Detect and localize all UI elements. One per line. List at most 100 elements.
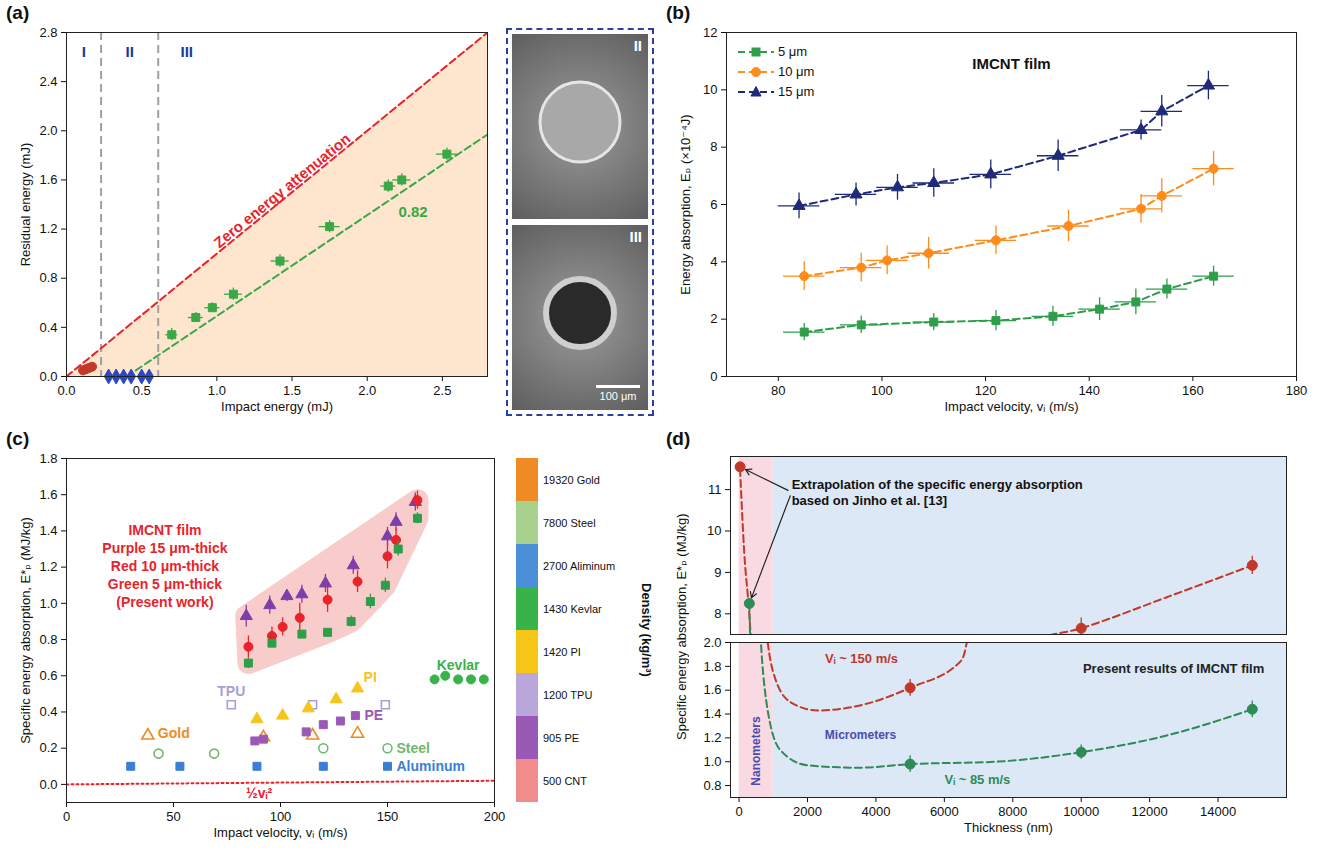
svg-text:0.8: 0.8 bbox=[703, 778, 721, 793]
svg-text:1.8: 1.8 bbox=[703, 659, 721, 674]
svg-text:1.4: 1.4 bbox=[39, 523, 57, 538]
svg-text:III: III bbox=[181, 43, 194, 60]
svg-text:2.8: 2.8 bbox=[39, 25, 57, 40]
html-text:15 μm: 15 μm bbox=[778, 84, 815, 99]
html-text:Specific energy absorption, E*: Specific energy absorption, E*ₚ (MJ/kg) bbox=[674, 513, 689, 740]
svg-text:1.6: 1.6 bbox=[39, 487, 57, 502]
svg-text:1.4: 1.4 bbox=[703, 706, 721, 721]
svg-text:PE: PE bbox=[364, 707, 383, 723]
svg-text:180: 180 bbox=[1286, 383, 1308, 398]
svg-text:1.0: 1.0 bbox=[208, 383, 226, 398]
svg-text:2: 2 bbox=[710, 311, 717, 326]
svg-text:8000: 8000 bbox=[998, 804, 1027, 819]
svg-text:Nanometers: Nanometers bbox=[749, 716, 763, 786]
svg-text:PI: PI bbox=[364, 669, 377, 685]
svg-text:0.82: 0.82 bbox=[398, 203, 427, 220]
svg-text:12: 12 bbox=[703, 25, 717, 40]
svg-text:11: 11 bbox=[708, 482, 722, 497]
svg-text:1.5: 1.5 bbox=[283, 383, 301, 398]
svg-text:10: 10 bbox=[703, 82, 717, 97]
svg-text:Energy absorption, Eₚ (×10⁻⁴J): Energy absorption, Eₚ (×10⁻⁴J) bbox=[678, 114, 693, 294]
svg-text:Impact energy (mJ): Impact energy (mJ) bbox=[221, 399, 333, 414]
html-text:19320 Gold: 19320 Gold bbox=[543, 473, 600, 486]
svg-text:4000: 4000 bbox=[861, 804, 890, 819]
svg-text:10000: 10000 bbox=[1063, 804, 1099, 819]
svg-text:200: 200 bbox=[484, 809, 506, 824]
svg-text:2.0: 2.0 bbox=[703, 635, 721, 650]
svg-text:1.2: 1.2 bbox=[39, 221, 57, 236]
svg-text:1.8: 1.8 bbox=[39, 451, 57, 466]
svg-text:2.0: 2.0 bbox=[39, 123, 57, 138]
svg-text:Impact velocity, vᵢ (m/s): Impact velocity, vᵢ (m/s) bbox=[214, 825, 348, 840]
html-text:(a): (a) bbox=[6, 2, 30, 23]
svg-text:160: 160 bbox=[1182, 383, 1204, 398]
svg-text:140: 140 bbox=[1078, 383, 1100, 398]
svg-text:6000: 6000 bbox=[930, 804, 959, 819]
svg-text:0.8: 0.8 bbox=[39, 270, 57, 285]
svg-text:I: I bbox=[82, 43, 86, 60]
svg-text:Steel: Steel bbox=[397, 740, 430, 756]
html-text:5 μm: 5 μm bbox=[778, 44, 808, 59]
svg-text:Specific energy absorption, E*: Specific energy absorption, E*ₚ (MJ/kg) bbox=[18, 517, 33, 744]
svg-text:150: 150 bbox=[377, 809, 399, 824]
svg-text:80: 80 bbox=[771, 383, 785, 398]
svg-text:½vᵢ²: ½vᵢ² bbox=[246, 785, 272, 801]
svg-text:IMCNT film: IMCNT film bbox=[972, 55, 1050, 72]
svg-text:50: 50 bbox=[166, 809, 180, 824]
svg-text:Residual energy (mJ): Residual energy (mJ) bbox=[18, 143, 33, 267]
svg-text:Kevlar: Kevlar bbox=[437, 657, 480, 673]
html-text:(c): (c) bbox=[6, 428, 30, 449]
svg-text:0.0: 0.0 bbox=[39, 369, 57, 384]
html-text:(d): (d) bbox=[666, 428, 691, 449]
svg-text:120: 120 bbox=[975, 383, 997, 398]
svg-text:1.0: 1.0 bbox=[39, 596, 57, 611]
svg-text:100: 100 bbox=[871, 383, 893, 398]
svg-text:4: 4 bbox=[710, 254, 717, 269]
svg-text:1.6: 1.6 bbox=[703, 682, 721, 697]
svg-text:1.0: 1.0 bbox=[703, 754, 721, 769]
svg-text:Gold: Gold bbox=[158, 725, 190, 741]
svg-text:1.2: 1.2 bbox=[39, 559, 57, 574]
svg-text:2.4: 2.4 bbox=[39, 74, 57, 89]
svg-text:0.2: 0.2 bbox=[39, 740, 57, 755]
html-text:(b): (b) bbox=[666, 2, 691, 23]
svg-text:0.8: 0.8 bbox=[39, 632, 57, 647]
svg-text:0.0: 0.0 bbox=[39, 777, 57, 792]
html-text:10 μm: 10 μm bbox=[778, 64, 815, 79]
svg-text:6: 6 bbox=[710, 197, 717, 212]
svg-text:Micrometers: Micrometers bbox=[825, 728, 897, 742]
svg-text:2.5: 2.5 bbox=[433, 383, 451, 398]
svg-text:0.4: 0.4 bbox=[39, 320, 57, 335]
svg-text:8: 8 bbox=[714, 606, 721, 621]
svg-text:0: 0 bbox=[735, 804, 742, 819]
svg-text:TPU: TPU bbox=[217, 683, 245, 699]
svg-text:Present results of IMCNT film: Present results of IMCNT film bbox=[1083, 661, 1264, 676]
svg-text:0.5: 0.5 bbox=[133, 383, 151, 398]
svg-text:9: 9 bbox=[714, 565, 721, 580]
svg-text:0: 0 bbox=[63, 809, 70, 824]
svg-text:2000: 2000 bbox=[793, 804, 822, 819]
svg-text:0: 0 bbox=[710, 369, 717, 384]
svg-text:12000: 12000 bbox=[1132, 804, 1168, 819]
html-text:III: III bbox=[629, 228, 642, 245]
svg-text:IMCNT filmPurple 15 μm-thickRe: IMCNT filmPurple 15 μm-thickRed 10 μm-th… bbox=[102, 522, 227, 611]
svg-text:II: II bbox=[125, 43, 133, 60]
svg-text:0.0: 0.0 bbox=[57, 383, 75, 398]
svg-text:100: 100 bbox=[270, 809, 292, 824]
svg-text:Impact velocity, vᵢ (m/s): Impact velocity, vᵢ (m/s) bbox=[945, 399, 1079, 414]
svg-text:Extrapolation of the specific: Extrapolation of the specific energy abs… bbox=[792, 477, 1083, 508]
svg-text:14000: 14000 bbox=[1200, 804, 1236, 819]
svg-text:Vᵢ ~ 150 m/s: Vᵢ ~ 150 m/s bbox=[825, 651, 898, 666]
svg-text:Vᵢ ~ 85 m/s: Vᵢ ~ 85 m/s bbox=[945, 772, 1011, 787]
svg-text:10: 10 bbox=[707, 523, 721, 538]
svg-text:0.6: 0.6 bbox=[39, 668, 57, 683]
svg-text:2.0: 2.0 bbox=[358, 383, 376, 398]
html-text:Density (kg/m³): Density (kg/m³) bbox=[639, 583, 654, 677]
svg-text:Aluminum: Aluminum bbox=[397, 758, 465, 774]
svg-text:8: 8 bbox=[710, 139, 717, 154]
svg-text:1.2: 1.2 bbox=[703, 730, 721, 745]
svg-text:1.6: 1.6 bbox=[39, 172, 57, 187]
svg-text:0.4: 0.4 bbox=[39, 704, 57, 719]
svg-text:Zero energy attenuation: Zero energy attenuation bbox=[210, 130, 353, 251]
svg-text:Thickness (nm): Thickness (nm) bbox=[964, 820, 1053, 835]
